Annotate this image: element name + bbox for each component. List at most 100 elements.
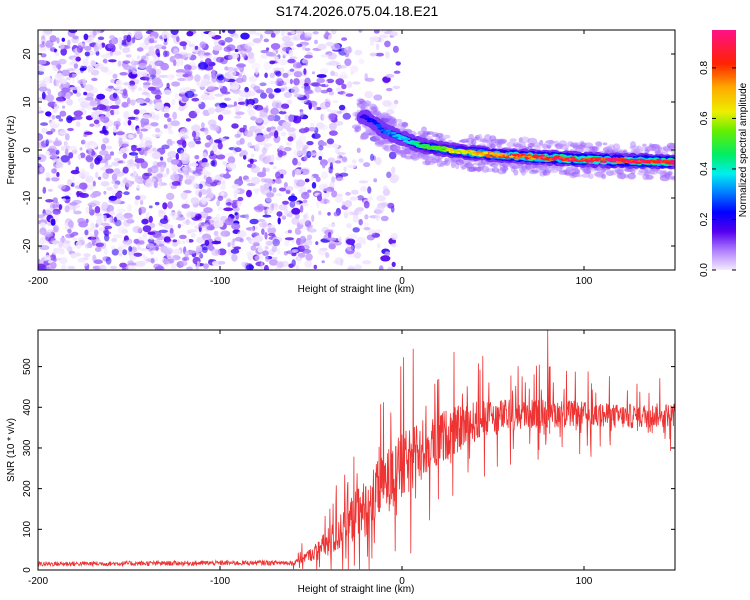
heatmap-cell bbox=[133, 133, 137, 138]
heatmap-cell bbox=[237, 230, 247, 238]
heatmap-cell bbox=[252, 104, 259, 110]
heatmap-cell bbox=[175, 152, 179, 161]
heatmap-cell bbox=[181, 203, 190, 209]
heatmap-cell bbox=[202, 152, 207, 159]
heatmap-cell bbox=[283, 91, 292, 98]
heatmap-cell bbox=[352, 215, 360, 223]
heatmap-cell bbox=[278, 151, 287, 156]
heatmap-cell bbox=[206, 225, 215, 231]
heatmap-cell bbox=[194, 155, 200, 160]
heatmap-cell bbox=[149, 171, 158, 178]
heatmap-cell bbox=[263, 134, 272, 139]
heatmap-cell bbox=[249, 158, 254, 165]
heatmap-cell bbox=[308, 150, 317, 154]
heatmap-cell bbox=[193, 173, 199, 179]
heatmap-ridge-cell bbox=[485, 154, 492, 158]
heatmap-cell bbox=[126, 97, 131, 105]
heatmap-cell bbox=[100, 181, 110, 187]
heatmap-cell bbox=[386, 87, 393, 92]
heatmap-cell bbox=[272, 187, 277, 193]
heatmap-cell bbox=[144, 125, 152, 130]
heatmap-cell bbox=[373, 30, 380, 34]
heatmap-cell bbox=[85, 177, 90, 182]
heatmap-cell bbox=[182, 220, 191, 225]
heatmap-cell bbox=[288, 195, 298, 202]
heatmap-cell bbox=[73, 210, 82, 215]
heatmap-cell bbox=[234, 212, 238, 216]
heatmap-cell bbox=[136, 162, 140, 169]
heatmap-cell bbox=[79, 193, 89, 198]
heatmap-cell bbox=[281, 103, 290, 109]
heatmap-cell bbox=[99, 118, 105, 122]
heatmap-cell bbox=[55, 79, 59, 87]
heatmap-cell bbox=[214, 235, 223, 242]
heatmap-cell bbox=[110, 245, 116, 250]
heatmap-cell bbox=[330, 70, 336, 76]
heatmap-ridge-cell bbox=[615, 160, 622, 164]
heatmap-cell bbox=[147, 148, 154, 154]
heatmap-cell bbox=[335, 196, 343, 203]
heatmap-cell bbox=[38, 263, 46, 270]
heatmap-cell bbox=[295, 30, 304, 35]
heatmap-cell bbox=[199, 41, 206, 49]
heatmap-cell bbox=[268, 232, 276, 237]
heatmap-cell bbox=[50, 128, 56, 133]
heatmap-cell bbox=[321, 260, 325, 264]
heatmap-cell bbox=[185, 118, 191, 122]
heatmap-cell bbox=[114, 86, 124, 90]
heatmap-cell bbox=[177, 77, 187, 82]
heatmap-cell bbox=[345, 93, 354, 97]
heatmap-cell bbox=[393, 70, 401, 74]
heatmap-cell bbox=[573, 169, 581, 175]
heatmap-cell bbox=[186, 31, 194, 37]
heatmap-cell bbox=[183, 64, 192, 71]
heatmap-cell bbox=[130, 181, 135, 185]
heatmap-ridge-cell bbox=[378, 127, 385, 130]
heatmap-cell bbox=[129, 254, 137, 261]
heatmap-cell bbox=[221, 30, 226, 33]
heatmap-cell bbox=[260, 92, 267, 99]
heatmap-cell bbox=[144, 256, 149, 264]
heatmap-cell bbox=[91, 151, 96, 156]
heatmap-cell bbox=[385, 73, 395, 78]
heatmap-cell bbox=[270, 107, 280, 115]
heatmap-cell bbox=[105, 256, 112, 265]
heatmap-cell bbox=[260, 54, 269, 59]
heatmap-cell bbox=[92, 238, 96, 246]
heatmap-cell bbox=[275, 70, 282, 77]
heatmap-cell bbox=[295, 227, 301, 234]
heatmap-cell bbox=[230, 240, 235, 246]
heatmap-cell bbox=[136, 47, 144, 52]
heatmap-cell bbox=[148, 38, 155, 44]
heatmap-cell bbox=[93, 119, 100, 125]
heatmap-cell bbox=[291, 252, 297, 257]
heatmap-cell bbox=[341, 37, 348, 41]
heatmap-cell bbox=[519, 136, 530, 143]
heatmap-cell bbox=[40, 53, 47, 58]
snr-y-label: SNR (10 * v/v) bbox=[6, 418, 17, 482]
heatmap-cell bbox=[136, 147, 142, 152]
y-tick-label: 300 bbox=[22, 439, 33, 456]
y-tick-label: 400 bbox=[22, 399, 33, 416]
heatmap-cell bbox=[308, 102, 313, 110]
heatmap-cell bbox=[68, 145, 77, 151]
heatmap-cell bbox=[262, 167, 266, 175]
heatmap-cell bbox=[59, 110, 67, 117]
heatmap-cell bbox=[289, 56, 298, 60]
heatmap-cell bbox=[184, 251, 190, 257]
heatmap-cell bbox=[40, 122, 49, 126]
heatmap-cell bbox=[107, 43, 114, 49]
heatmap-cell bbox=[171, 210, 176, 216]
heatmap-cell bbox=[364, 214, 369, 220]
heatmap-cell bbox=[293, 93, 304, 98]
heatmap-cell bbox=[115, 79, 123, 87]
heatmap-cell bbox=[45, 207, 54, 215]
heatmap-cell bbox=[328, 169, 333, 174]
heatmap-cell bbox=[39, 227, 47, 235]
heatmap-cell bbox=[346, 238, 356, 245]
heatmap-ridge-cell bbox=[619, 157, 625, 160]
heatmap-cell bbox=[75, 166, 79, 172]
heatmap-cell bbox=[218, 114, 224, 121]
heatmap-cell bbox=[207, 86, 216, 92]
